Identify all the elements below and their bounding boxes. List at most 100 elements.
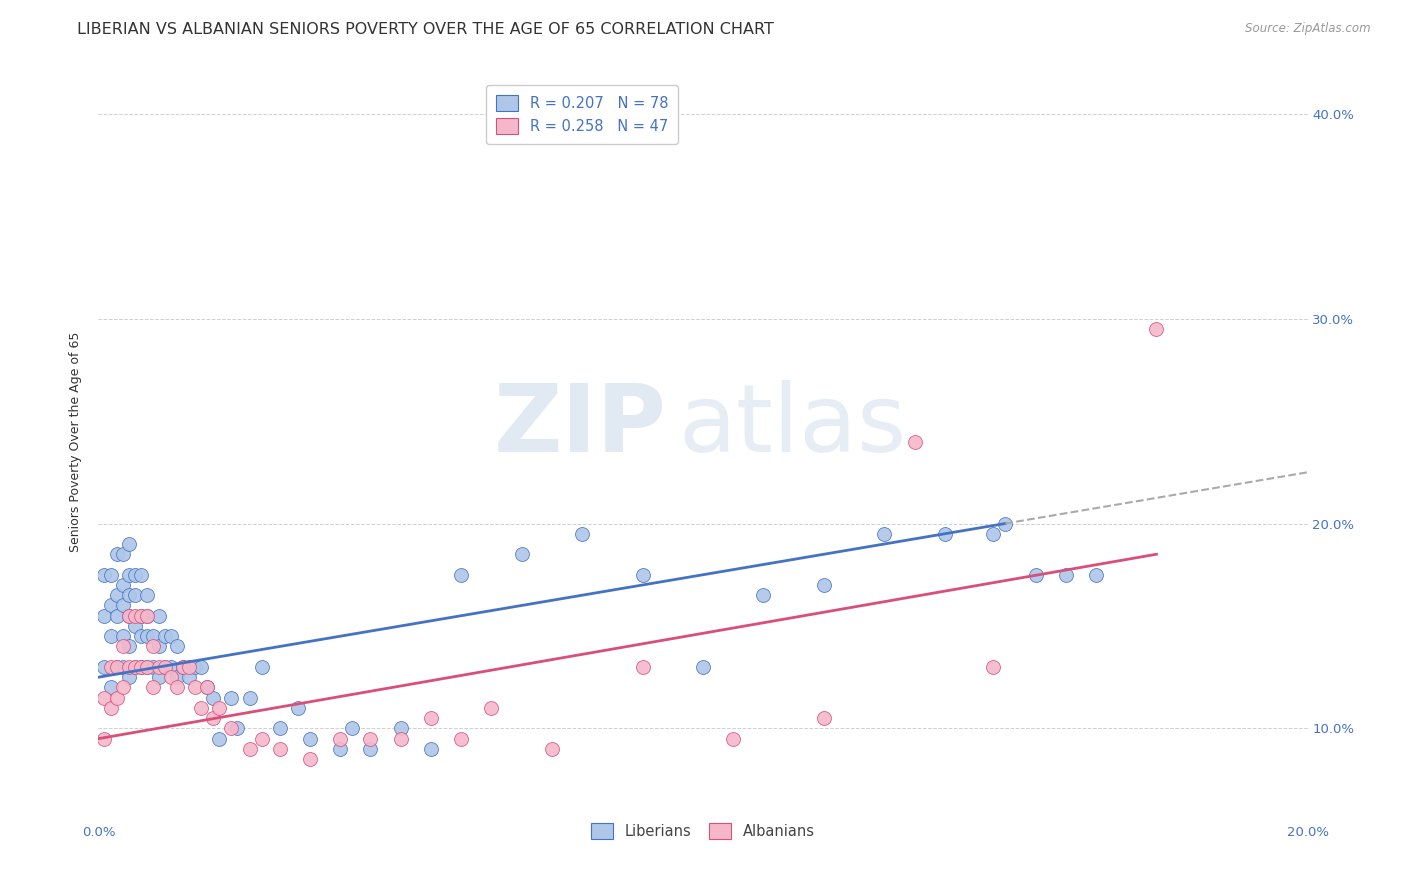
- Point: [269, 742, 291, 756]
- Point: [118, 608, 141, 623]
- Point: [111, 640, 134, 654]
- Point: [105, 660, 128, 674]
- Point: [135, 608, 157, 623]
- Point: [153, 629, 176, 643]
- Point: [105, 608, 128, 623]
- Point: [135, 608, 157, 623]
- Point: [105, 547, 128, 561]
- Point: [250, 660, 273, 674]
- Point: [723, 731, 745, 746]
- Point: [239, 690, 262, 705]
- Point: [631, 660, 654, 674]
- Point: [100, 701, 122, 715]
- Point: [93, 690, 115, 705]
- Point: [752, 588, 775, 602]
- Point: [631, 567, 654, 582]
- Point: [118, 640, 141, 654]
- Point: [153, 660, 176, 674]
- Point: [481, 701, 503, 715]
- Point: [226, 722, 249, 736]
- Point: [129, 608, 152, 623]
- Text: ZIP: ZIP: [494, 380, 666, 473]
- Point: [510, 547, 533, 561]
- Point: [160, 629, 183, 643]
- Point: [111, 629, 134, 643]
- Point: [142, 660, 165, 674]
- Point: [179, 670, 201, 684]
- Point: [124, 567, 146, 582]
- Point: [135, 629, 157, 643]
- Point: [184, 660, 207, 674]
- Point: [450, 731, 472, 746]
- Text: Source: ZipAtlas.com: Source: ZipAtlas.com: [1246, 22, 1371, 36]
- Point: [1024, 567, 1046, 582]
- Point: [93, 731, 115, 746]
- Point: [1085, 567, 1108, 582]
- Point: [299, 752, 322, 766]
- Point: [153, 660, 176, 674]
- Point: [105, 660, 128, 674]
- Point: [148, 608, 170, 623]
- Point: [118, 660, 141, 674]
- Point: [166, 670, 188, 684]
- Point: [540, 742, 562, 756]
- Point: [202, 711, 225, 725]
- Point: [250, 731, 273, 746]
- Point: [142, 640, 165, 654]
- Point: [287, 701, 309, 715]
- Point: [1144, 322, 1167, 336]
- Point: [269, 722, 291, 736]
- Point: [172, 660, 194, 674]
- Point: [135, 660, 157, 674]
- Point: [148, 670, 170, 684]
- Point: [221, 690, 243, 705]
- Point: [450, 567, 472, 582]
- Point: [142, 629, 165, 643]
- Point: [221, 722, 243, 736]
- Point: [934, 526, 956, 541]
- Point: [111, 547, 134, 561]
- Point: [420, 742, 443, 756]
- Point: [329, 742, 352, 756]
- Point: [100, 660, 122, 674]
- Point: [105, 588, 128, 602]
- Text: atlas: atlas: [679, 380, 907, 473]
- Point: [239, 742, 262, 756]
- Point: [208, 731, 231, 746]
- Point: [129, 660, 152, 674]
- Legend: Liberians, Albanians: Liberians, Albanians: [582, 814, 824, 847]
- Point: [142, 681, 165, 695]
- Point: [360, 742, 382, 756]
- Point: [118, 670, 141, 684]
- Point: [1054, 567, 1077, 582]
- Point: [813, 711, 835, 725]
- Point: [148, 660, 170, 674]
- Point: [111, 660, 134, 674]
- Text: LIBERIAN VS ALBANIAN SENIORS POVERTY OVER THE AGE OF 65 CORRELATION CHART: LIBERIAN VS ALBANIAN SENIORS POVERTY OVE…: [77, 22, 775, 37]
- Point: [118, 537, 141, 551]
- Point: [360, 731, 382, 746]
- Point: [389, 722, 412, 736]
- Point: [129, 660, 152, 674]
- Point: [124, 588, 146, 602]
- Point: [129, 608, 152, 623]
- Point: [299, 731, 322, 746]
- Point: [420, 711, 443, 725]
- Point: [100, 599, 122, 613]
- Point: [100, 629, 122, 643]
- Point: [981, 660, 1004, 674]
- Point: [124, 608, 146, 623]
- Point: [692, 660, 714, 674]
- Point: [124, 660, 146, 674]
- Point: [190, 701, 212, 715]
- Point: [179, 660, 201, 674]
- Point: [208, 701, 231, 715]
- Point: [124, 660, 146, 674]
- Point: [904, 434, 927, 449]
- Point: [129, 629, 152, 643]
- Point: [389, 731, 412, 746]
- Point: [342, 722, 364, 736]
- Point: [100, 681, 122, 695]
- Point: [118, 588, 141, 602]
- Point: [93, 608, 115, 623]
